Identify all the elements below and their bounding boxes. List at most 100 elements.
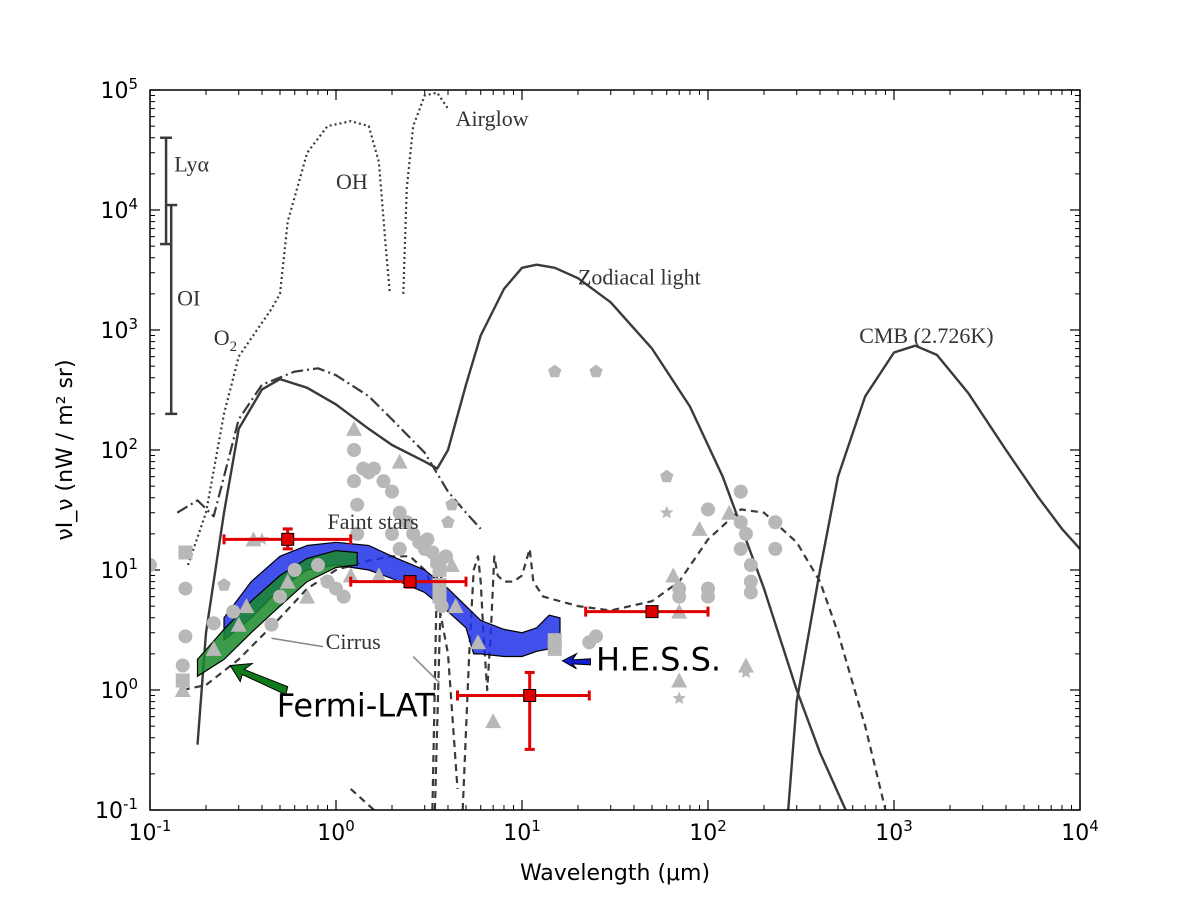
red-point [523, 688, 537, 702]
gray-point [701, 502, 715, 517]
gray-point [238, 598, 255, 614]
gray-point [672, 691, 686, 705]
gray-point [264, 617, 279, 632]
gray-point [420, 532, 435, 547]
tick-marks [149, 89, 1081, 811]
fermi-band [196, 549, 358, 678]
gray-point [469, 634, 486, 650]
gray-point [443, 557, 460, 573]
annotation-label: OH [336, 169, 368, 194]
red-point [403, 575, 417, 589]
curve-solid [196, 263, 847, 810]
gray-point [589, 629, 604, 644]
curve-dotted [402, 91, 449, 294]
x-tick-label: 100 [317, 817, 355, 846]
gray-point [346, 420, 363, 436]
gray-point [434, 599, 449, 614]
airglow-bars [160, 136, 178, 416]
gray-point [174, 682, 191, 697]
gray-point [175, 673, 190, 688]
gray-point [660, 505, 674, 519]
curve-dotted [186, 120, 391, 566]
gray-point [336, 589, 351, 604]
hess-arrow [561, 652, 591, 670]
gray-point [366, 461, 381, 476]
annotation-label: Lyα [174, 151, 209, 176]
y-tick-label: 105 [100, 75, 138, 104]
gray-data-points [150, 364, 783, 729]
gray-point [738, 526, 753, 541]
gray-point [342, 567, 359, 583]
gray-point [230, 616, 247, 632]
gray-point [178, 581, 193, 596]
gray-point [441, 515, 455, 528]
gray-point [691, 520, 708, 536]
y-tick-label: 102 [100, 435, 138, 464]
annotation-label: Airglow [456, 106, 529, 131]
arrows [229, 637, 591, 696]
gray-point [547, 641, 562, 656]
gray-point [733, 515, 748, 530]
gray-point [768, 541, 783, 556]
x-tick-label: 10-1 [129, 817, 172, 846]
gray-point [384, 484, 399, 499]
x-tick-label: 101 [503, 817, 541, 846]
fermi-arrow [229, 662, 289, 696]
annotation-label: CMB (2.726K) [859, 323, 993, 348]
gray-point [737, 657, 754, 673]
gray-point [743, 574, 758, 589]
curve-dashed [349, 788, 375, 810]
gray-point [743, 558, 758, 573]
gray-point [370, 567, 387, 583]
gray-point [447, 598, 464, 614]
gray-point [743, 585, 758, 600]
gray-point [299, 588, 316, 604]
gray-point [432, 563, 447, 577]
annotation-label: Zodiacal light [578, 264, 701, 289]
gray-point [438, 549, 453, 564]
gray-point [701, 589, 715, 604]
y-tick-label: 100 [100, 675, 138, 704]
gray-point [178, 629, 193, 644]
plot-area [150, 90, 1080, 810]
gray-point [548, 364, 562, 378]
y-tick-label: 10-1 [95, 795, 138, 824]
gray-point [665, 567, 682, 583]
gray-point [733, 541, 748, 556]
y-tick-label: 101 [100, 555, 138, 584]
annotation-label: Fermi-LAT [277, 687, 436, 725]
curve-solid [787, 344, 1080, 810]
cirrus-leader [412, 656, 441, 684]
gray-point [721, 504, 738, 520]
gray-point [273, 589, 288, 604]
gray-point [660, 469, 674, 483]
gray-point [226, 604, 241, 619]
y-tick-label: 104 [100, 195, 138, 224]
gray-point [739, 665, 753, 679]
gray-point [310, 558, 325, 573]
gray-point [445, 497, 459, 511]
red-point [281, 532, 295, 546]
gray-point [350, 497, 365, 512]
gray-point [287, 563, 302, 577]
x-tick-label: 102 [689, 817, 727, 846]
gray-point [733, 484, 748, 499]
y-axis-label: νI_ν (nW / m² sr) [53, 359, 78, 540]
gray-point [175, 658, 190, 673]
curve-dashed [461, 508, 887, 810]
gray-point [376, 474, 391, 489]
gray-point [347, 443, 362, 457]
gray-point [589, 364, 603, 378]
plot-frame [149, 89, 1081, 811]
gray-point [350, 526, 365, 541]
gray-point [672, 589, 687, 604]
gray-point [391, 453, 408, 469]
gray-point [399, 515, 414, 530]
gray-point [178, 545, 193, 560]
gray-point [205, 640, 222, 656]
y-tick-label: 103 [100, 315, 138, 344]
annotation-label: H.E.S.S. [596, 641, 721, 679]
x-tick-label: 104 [1061, 817, 1099, 846]
gray-point [347, 474, 362, 489]
